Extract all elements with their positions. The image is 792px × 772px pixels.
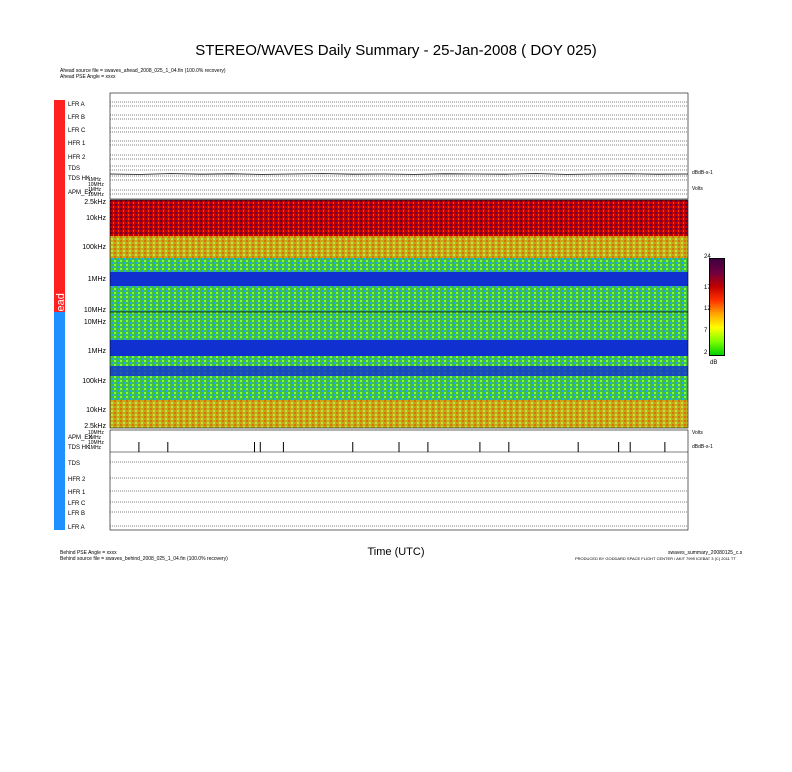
summary-chart: LFR A LFR B LFR C HFR 1 HFR 2 TDS TDS HK APM_EX… — [68, 92, 713, 531]
row-label: HFR 1 — [68, 141, 86, 147]
freq-tick: 10MHz — [88, 440, 104, 446]
right-label: Volts — [692, 430, 703, 436]
row-label: LFR A — [68, 525, 85, 531]
y-tick-label: 10kHz — [86, 407, 106, 414]
row-label: LFR A — [68, 102, 85, 108]
y-tick-label: 10MHz — [84, 319, 107, 326]
colorbar-tick: 2 — [704, 350, 708, 356]
right-label: dBdB-s-1 — [692, 170, 713, 176]
row-label: APM_EX — [68, 435, 92, 441]
row-label: TDS HK — [68, 176, 90, 182]
colorbar-tick: 24 — [704, 254, 711, 260]
hk-behind-frame — [109, 429, 689, 531]
row-label: APM_EX — [68, 190, 92, 196]
y-tick-label: 10kHz — [86, 215, 106, 222]
row-label: TDS HK — [68, 445, 90, 451]
ahead-source-text: Ahead source file = swaves_ahead_2008_02… — [60, 68, 226, 74]
row-label: LFR B — [68, 511, 85, 517]
row-label: LFR C — [68, 501, 86, 507]
tds-hk-line — [109, 173, 689, 175]
row-label: LFR C — [68, 128, 86, 134]
x-axis-label: Time (UTC) — [367, 546, 425, 558]
y-tick-label: 1MHz — [88, 348, 107, 355]
behind-sidebar-label: Behind — [55, 737, 67, 772]
colorbar-tick: 12 — [704, 306, 711, 313]
colorbar-tick: 17 — [704, 284, 711, 291]
freq-tick: 1MHz — [88, 177, 102, 183]
behind-sidebar: Behind — [54, 312, 67, 772]
freq-tick: 1MHz — [88, 445, 102, 451]
colorbar-unit: dB — [710, 360, 718, 366]
y-tick-label: 100kHz — [82, 378, 106, 385]
behind-pse-text: Behind PSE Angle = xxxx — [60, 550, 117, 556]
colorbar — [709, 258, 725, 356]
row-label: HFR 1 — [68, 490, 86, 496]
ahead-sidebar: Ahead — [54, 100, 67, 325]
ahead-pse-text: Ahead PSE Angle = xxxx — [60, 74, 116, 80]
row-label: HFR 2 — [68, 155, 86, 161]
spectrogram-ahead-band — [110, 272, 688, 286]
hk-ahead-frame — [109, 92, 689, 200]
footer-produced-text: PRODUCED BY GODDARD SPACE FLIGHT CENTER … — [575, 556, 736, 561]
colorbar-tick: 7 — [704, 328, 708, 335]
right-label: Volts — [692, 186, 703, 192]
spectrogram-ahead-band — [110, 200, 688, 236]
row-label: TDS — [68, 461, 80, 467]
spectrogram-behind-band — [110, 366, 688, 376]
y-tick-label: 2.5kHz — [84, 423, 106, 430]
freq-tick: 10MHz — [88, 430, 104, 436]
spectrogram-behind-band — [110, 340, 688, 356]
freq-tick: 10MHz — [88, 192, 104, 198]
spectrogram-behind-frame — [109, 311, 689, 429]
y-tick-label: 1MHz — [88, 276, 107, 283]
behind-source-text: Behind source file = swaves_behind_2008_… — [60, 556, 228, 562]
row-label: LFR B — [68, 115, 85, 121]
footer-file-text: swaves_summary_20080125_c.s — [668, 550, 743, 556]
freq-tick: 1MHz — [88, 187, 102, 193]
row-label: HFR 2 — [68, 477, 86, 483]
spectrogram-ahead-band — [110, 236, 688, 258]
right-label: dBdB-s-1 — [692, 444, 713, 450]
page-title: STEREO/WAVES Daily Summary - 25-Jan-2008… — [195, 42, 597, 59]
y-tick-label: 10MHz — [84, 307, 107, 314]
freq-tick: 10MHz — [88, 182, 104, 188]
y-tick-label: 100kHz — [82, 244, 106, 251]
spectrogram-behind-band — [110, 400, 688, 428]
row-label: TDS — [68, 166, 80, 172]
y-tick-label: 2.5kHz — [84, 199, 106, 206]
freq-tick: 1MHz — [88, 435, 102, 441]
